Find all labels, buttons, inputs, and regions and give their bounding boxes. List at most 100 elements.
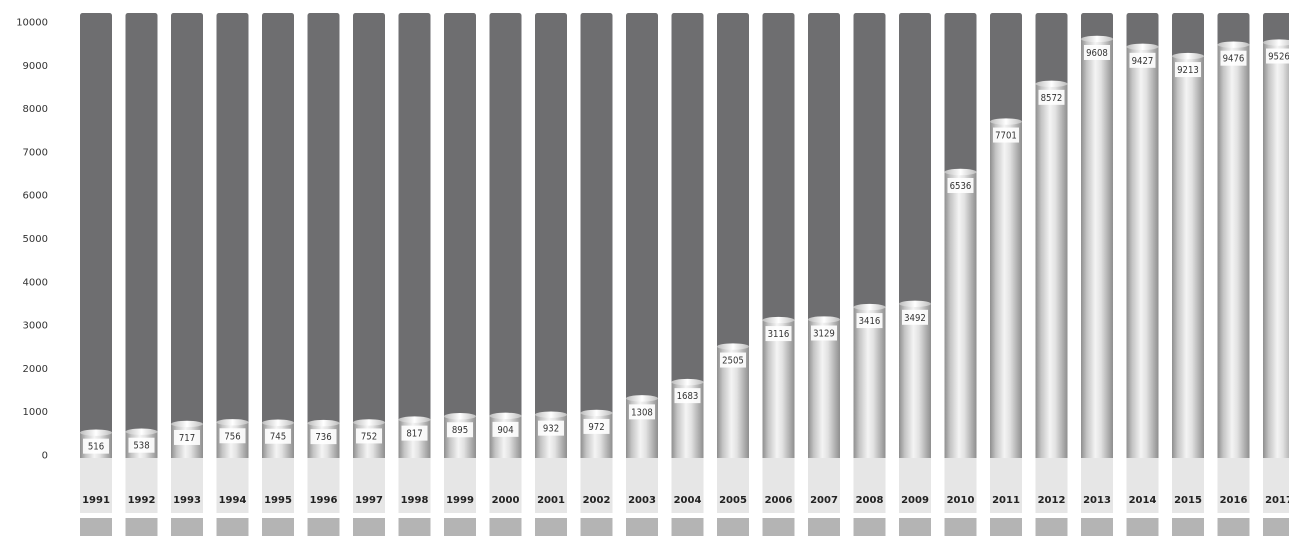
data-label-box (310, 429, 337, 445)
footer-block (1172, 518, 1204, 536)
footer-block (398, 518, 431, 536)
bar (1081, 38, 1113, 458)
bar-base-band (353, 458, 385, 513)
footer-block (1081, 518, 1113, 536)
data-label: 9476 (1223, 54, 1245, 65)
data-label: 972 (588, 422, 604, 433)
bar-track (626, 13, 658, 455)
data-label-box (856, 313, 883, 329)
bar-cap (262, 419, 294, 426)
data-label-box (720, 352, 746, 368)
data-label: 2505 (722, 356, 744, 367)
footer-block (899, 518, 931, 536)
data-label: 752 (361, 431, 377, 442)
data-label: 9213 (1177, 65, 1199, 76)
footer-block (1126, 518, 1159, 536)
bar-track (307, 13, 340, 455)
footer-block (444, 518, 476, 536)
x-tick-label: 1998 (401, 495, 429, 506)
y-tick-label: 7000 (23, 147, 48, 158)
x-tick-label: 2003 (628, 495, 656, 506)
x-tick-label: 2000 (492, 495, 520, 506)
bar-base-band (1081, 458, 1113, 513)
footer-block (808, 518, 840, 536)
bar-base-band (671, 458, 704, 513)
x-tick-label: 1996 (310, 495, 338, 506)
data-label-box (902, 309, 928, 325)
data-label: 756 (224, 431, 240, 442)
x-tick-label: 1993 (173, 495, 201, 506)
bar-base-band (80, 458, 112, 513)
x-axis: 1991 1992 1993 1994 1995 1996 1997 1998 1999 2000… (80, 495, 1289, 536)
x-tick-label: 2009 (901, 495, 929, 506)
data-label-box (947, 177, 974, 193)
bar-cap (1217, 41, 1250, 48)
bar-cap (717, 343, 749, 350)
x-tick-label: 2005 (719, 495, 747, 506)
x-tick-label: 2011 (992, 495, 1020, 506)
x-tick-label: 2006 (765, 495, 793, 506)
footer-block (580, 518, 613, 536)
y-tick-label: 3000 (23, 321, 48, 332)
data-label: 3116 (768, 329, 790, 340)
bar (853, 307, 886, 458)
x-tick-label: 2014 (1129, 495, 1157, 506)
bar-cap (990, 118, 1022, 125)
data-label-box (83, 438, 109, 454)
footer-block (853, 518, 886, 536)
footer-block (1035, 518, 1068, 536)
bar-track (125, 13, 158, 455)
data-label: 8572 (1041, 93, 1063, 104)
bar-cap (899, 300, 931, 307)
footer-block (671, 518, 704, 536)
bar-base-band (489, 458, 522, 513)
data-label: 817 (406, 429, 422, 440)
x-tick-label: 1995 (264, 495, 292, 506)
x-tick-label: 1997 (355, 495, 383, 506)
bar-cap (580, 409, 613, 417)
bar-base-band (398, 458, 431, 513)
footer-block (1263, 518, 1289, 536)
x-tick-label: 2001 (537, 495, 565, 506)
data-label: 895 (452, 425, 468, 436)
footer-block (171, 518, 203, 536)
bar-cap (80, 429, 112, 436)
bar-track (171, 13, 203, 455)
bar-cap (853, 303, 886, 311)
bar-cap (762, 316, 795, 324)
data-label-box (1084, 44, 1110, 60)
y-tick-label: 10000 (16, 18, 48, 29)
data-label: 745 (270, 432, 286, 443)
data-label-box (128, 437, 155, 453)
footer-block (125, 518, 158, 536)
bar-cap (125, 428, 158, 435)
data-label-box (811, 325, 837, 341)
footer-block (944, 518, 977, 536)
y-tick-label: 5000 (23, 234, 48, 245)
x-tick-label: 2012 (1038, 495, 1066, 506)
bar-cap (1172, 52, 1204, 60)
data-label: 7701 (995, 131, 1017, 142)
y-tick-label: 8000 (23, 104, 48, 115)
bar (762, 320, 795, 458)
bar-base-band (626, 458, 658, 513)
bar (990, 121, 1022, 459)
data-label: 9427 (1132, 56, 1154, 67)
bar-base-band (717, 458, 749, 513)
bar-base-band (762, 458, 795, 513)
bar-track (353, 13, 385, 455)
bar-base-band (1172, 458, 1204, 513)
bar-cap (1081, 35, 1113, 43)
data-label: 3129 (813, 329, 835, 340)
data-label: 3416 (859, 316, 881, 327)
data-label-box (993, 127, 1019, 143)
data-label: 904 (497, 425, 513, 436)
bar-cap (626, 395, 658, 402)
footer-block (80, 518, 112, 536)
x-tick-label: 2007 (810, 495, 838, 506)
data-label-box (1266, 48, 1289, 64)
bar-cap (171, 420, 203, 428)
data-label-box (219, 428, 246, 444)
data-label: 516 (88, 442, 104, 453)
y-tick-label: 1000 (23, 407, 48, 418)
